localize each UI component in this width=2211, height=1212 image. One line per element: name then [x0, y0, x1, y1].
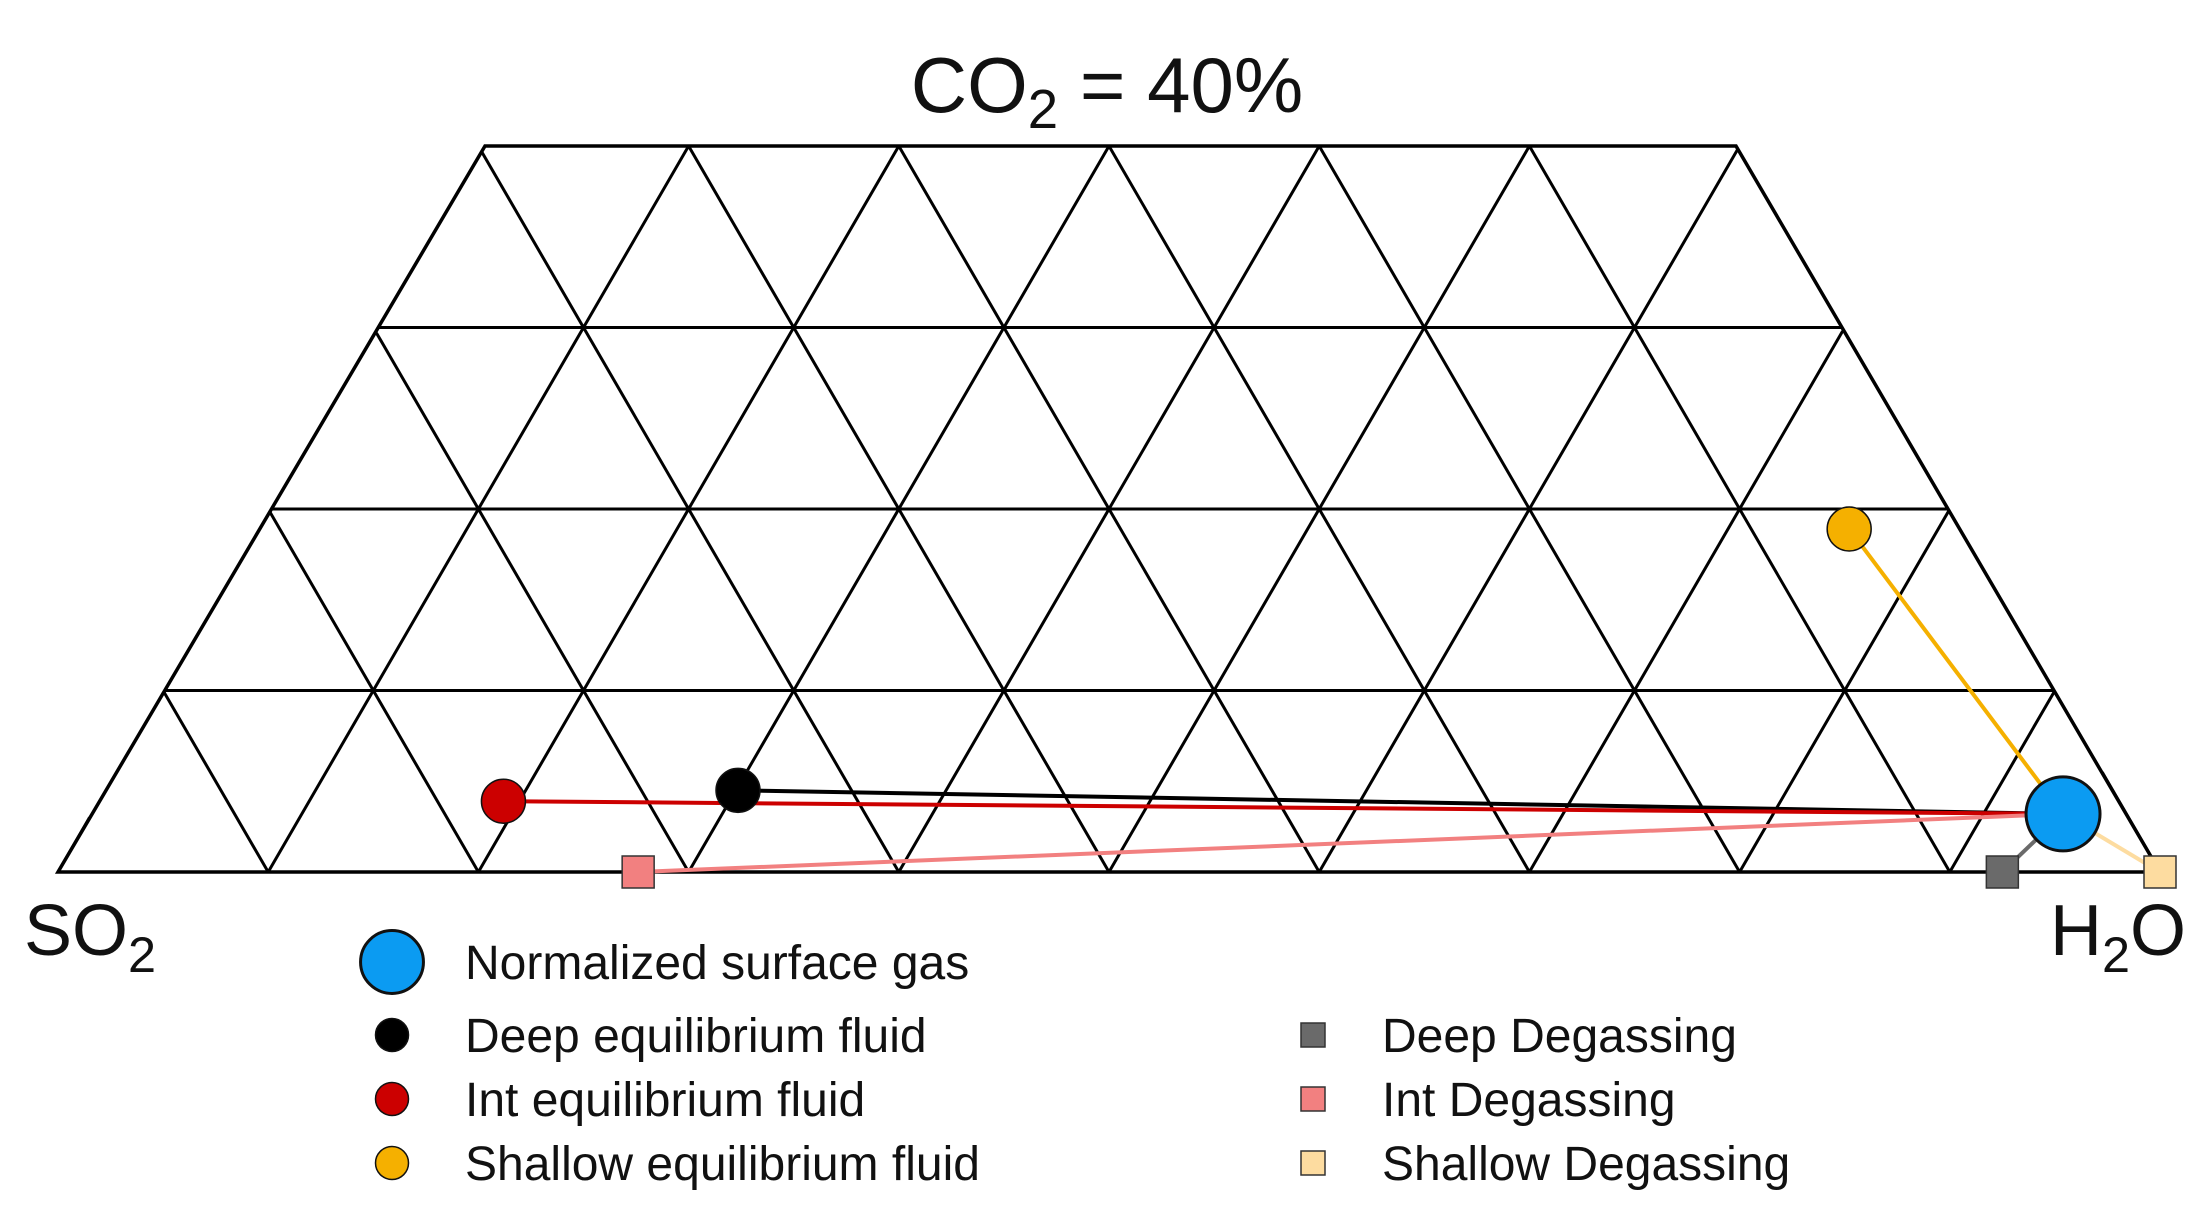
legend-label-int: Int equilibrium fluid — [465, 1074, 865, 1127]
legend-item-int: Int equilibrium fluid — [374, 1074, 865, 1127]
legend-label-shallow_degassing: Shallow Degassing — [1382, 1138, 1790, 1191]
legend-marker-deep — [374, 1017, 410, 1053]
legend-label-shallow: Shallow equilibrium fluid — [465, 1138, 980, 1191]
grid-slanted-line — [687, 145, 1111, 873]
legend-label-int_degassing: Int Degassing — [1382, 1074, 1676, 1127]
legend-label-deep_degassing: Deep Degassing — [1382, 1010, 1737, 1063]
grid-slanted-line — [269, 511, 480, 873]
path-int-to-normalized — [503, 799, 2064, 816]
point-deep — [715, 767, 761, 814]
legend-marker-shallow_degassing — [1300, 1150, 1326, 1176]
grid-slanted-line — [375, 332, 690, 873]
legend-marker-deep_degassing — [1300, 1022, 1326, 1048]
legend-label-normalized: Normalized surface gas — [465, 937, 969, 990]
legend-item-shallow_degassing: Shallow Degassing — [1300, 1138, 1790, 1191]
grid-lines — [54, 144, 2164, 874]
legend-item-deep_degassing: Deep Degassing — [1300, 1010, 1737, 1063]
legend: Normalized surface gas Deep equilibrium f… — [359, 929, 1790, 1191]
point-shallow_degassing — [2143, 855, 2177, 889]
legend-item-deep: Deep equilibrium fluid — [374, 1010, 927, 1063]
corner-label-h2o: H2O — [2050, 891, 2186, 983]
point-deep_degassing — [1985, 855, 2020, 889]
path-deep-to-normalized — [737, 788, 2064, 816]
grid-slanted-line — [56, 816, 91, 873]
path-shallow-to-normalized — [1847, 527, 2065, 816]
point-shallow — [1826, 506, 1872, 552]
point-normalized — [2024, 775, 2102, 853]
legend-item-normalized: Normalized surface gas — [359, 929, 969, 995]
data-points — [480, 506, 2177, 889]
chart-title: CO2 = 40% — [911, 41, 1303, 140]
legend-marker-int_degassing — [1300, 1086, 1326, 1112]
path-int_degassing-to-normalized — [638, 811, 2064, 874]
legend-marker-int — [374, 1081, 410, 1117]
legend-item-int_degassing: Int Degassing — [1300, 1074, 1676, 1127]
grid-slanted-line — [1107, 145, 1531, 873]
point-int_degassing — [621, 855, 655, 889]
corner-label-so2: SO2 — [24, 891, 156, 983]
grid-slanted-line — [897, 145, 1321, 873]
legend-item-shallow: Shallow equilibrium fluid — [374, 1138, 980, 1191]
grid-slanted-line — [162, 691, 270, 873]
trapezoid-outline — [54, 144, 2164, 874]
legend-marker-normalized — [359, 929, 425, 995]
grid-slanted-line — [1528, 330, 1844, 873]
mixing-paths — [503, 527, 2162, 874]
grid-slanted-line — [1317, 145, 1741, 873]
grid-slanted-line — [1317, 148, 1739, 873]
grid-slanted-line — [480, 150, 901, 873]
grid-slanted-line — [1948, 691, 2056, 873]
grid-slanted-line — [1528, 145, 1952, 873]
point-int — [480, 778, 527, 824]
legend-label-deep: Deep equilibrium fluid — [465, 1010, 927, 1063]
legend-marker-shallow — [374, 1145, 410, 1181]
